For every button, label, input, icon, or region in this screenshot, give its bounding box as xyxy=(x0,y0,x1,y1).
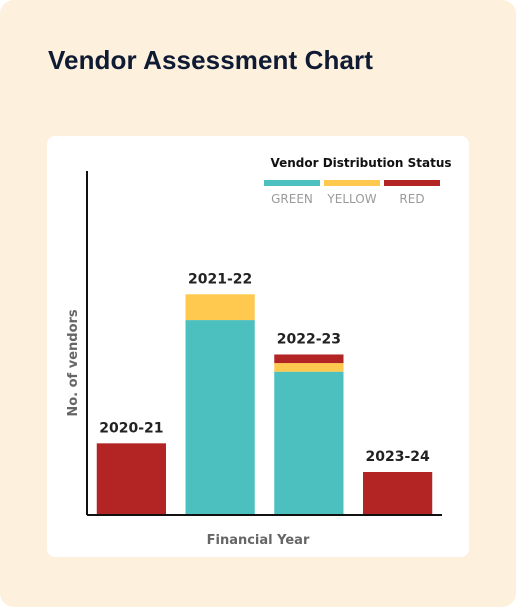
legend-label-yellow: YELLOW xyxy=(326,192,376,206)
bar-label-2021-22: 2021-22 xyxy=(188,271,252,287)
x-axis-label: Financial Year xyxy=(207,533,310,548)
legend-swatch-yellow xyxy=(324,180,380,186)
bar-2023-24-red xyxy=(363,472,433,515)
bar-2021-22-green xyxy=(185,320,255,515)
bars xyxy=(96,294,433,515)
y-axis-label: No. of vendors xyxy=(66,309,81,417)
bar-label-2020-21: 2020-21 xyxy=(99,420,163,436)
legend-title: Vendor Distribution Status xyxy=(270,156,451,170)
legend-swatch-green xyxy=(264,180,320,186)
bar-2021-22-yellow xyxy=(185,294,255,321)
bar-label-2022-23: 2022-23 xyxy=(277,331,341,347)
bar-labels: 2020-21 2021-22 2022-23 2023-24 xyxy=(99,271,430,465)
legend: Vendor Distribution Status GREEN YELLOW RE… xyxy=(264,156,452,206)
bar-2022-23-green xyxy=(274,371,344,515)
bar-2020-21-red xyxy=(96,443,166,515)
vendor-chart: Vendor Distribution Status GREEN YELLOW RE… xyxy=(66,156,452,548)
chart-panel: Vendor Distribution Status GREEN YELLOW RE… xyxy=(47,136,469,557)
bar-2022-23-red xyxy=(274,354,344,364)
legend-label-red: RED xyxy=(399,192,424,206)
legend-label-green: GREEN xyxy=(271,192,313,206)
legend-swatch-red xyxy=(384,180,440,186)
bar-label-2023-24: 2023-24 xyxy=(365,449,430,465)
page-title: Vendor Assessment Chart xyxy=(48,45,374,75)
bar-2022-23-yellow xyxy=(274,363,344,372)
